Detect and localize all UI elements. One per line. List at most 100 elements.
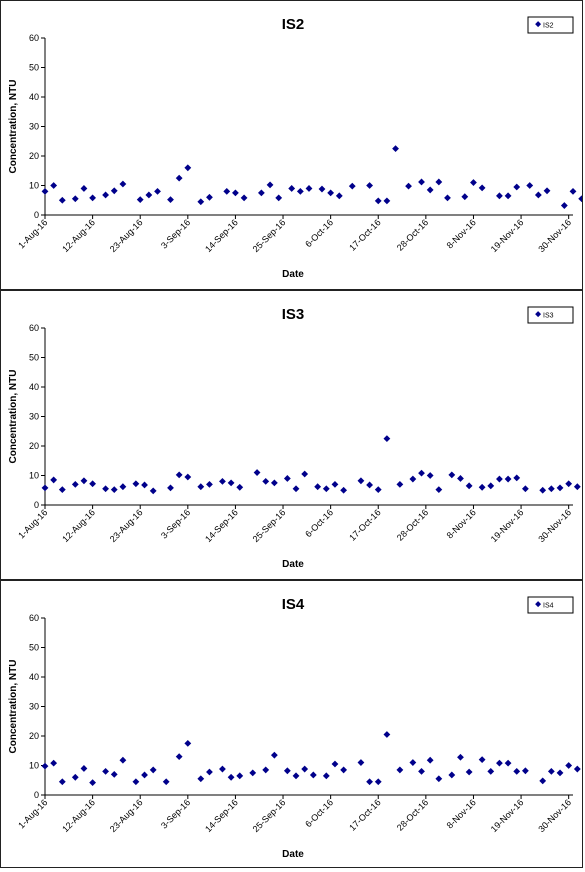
data-point: [366, 481, 373, 489]
data-point: [418, 469, 425, 477]
data-point: [141, 771, 148, 779]
data-point: [526, 182, 534, 189]
data-point: [71, 195, 79, 203]
y-tick-label: 10: [29, 761, 39, 771]
data-point: [132, 778, 140, 786]
legend: IS4: [527, 596, 574, 614]
data-point: [50, 182, 58, 189]
data-point: [366, 182, 373, 189]
data-point: [206, 768, 213, 776]
legend: IS2: [527, 16, 574, 34]
data-point: [58, 486, 66, 494]
chart-is2: IS2 0 10 20 30 40 50 60 1-Aug-16 12-Aug-16 23-Aug-…: [8, 16, 585, 280]
x-tick-label: 12-Aug-16: [60, 217, 97, 254]
y-tick-label: 0: [34, 500, 39, 510]
y-tick-label: 50: [29, 643, 39, 653]
data-point: [487, 768, 495, 775]
data-point: [409, 475, 417, 483]
data-point: [136, 196, 144, 204]
data-point: [184, 473, 192, 481]
x-tick-label: 23-Aug-16: [108, 217, 145, 254]
y-tick-label: 30: [29, 412, 39, 422]
data-point: [565, 480, 573, 488]
data-point: [547, 485, 555, 493]
chart-title: IS2: [282, 16, 305, 33]
data-point: [50, 476, 58, 484]
y-tick-label: 40: [29, 672, 39, 682]
data-point: [262, 478, 270, 485]
data-point: [102, 768, 109, 775]
data-point: [275, 194, 283, 202]
data-point: [366, 778, 373, 786]
data-point: [149, 766, 157, 774]
data-point: [249, 769, 257, 777]
data-point: [539, 777, 547, 785]
data-point: [219, 478, 226, 485]
chart-panel-is4: IS4 0 10 20 30 40 50 60 1-Aug-16 12-Aug-16 23-Aug-…: [0, 580, 583, 868]
data-point: [167, 484, 174, 492]
y-tick-label: 30: [29, 122, 39, 132]
x-tick-label: 14-Sep-16: [203, 797, 240, 834]
x-tick-label: 17-Oct-16: [347, 797, 382, 832]
data-point: [444, 194, 451, 202]
data-point: [556, 484, 564, 492]
data-point: [392, 145, 399, 153]
y-axis-title: Concentration, NTU: [8, 660, 19, 754]
data-point: [301, 765, 309, 773]
data-point: [435, 178, 443, 186]
data-point: [102, 485, 109, 493]
data-point: [253, 469, 261, 476]
data-point: [374, 778, 382, 786]
data-point: [573, 765, 581, 773]
y-tick-label: 0: [34, 790, 39, 800]
data-point: [110, 486, 118, 494]
data-point: [405, 182, 412, 190]
data-point: [409, 759, 417, 766]
x-tick-label: 3-Sep-16: [159, 217, 192, 250]
x-tick-label: 14-Sep-16: [203, 217, 240, 254]
y-tick-label: 40: [29, 92, 39, 102]
data-point: [184, 164, 192, 172]
data-point: [283, 475, 291, 482]
y-tick-label: 50: [29, 63, 39, 73]
data-point: [547, 768, 555, 775]
data-point: [496, 759, 503, 767]
x-tick-label: 19-Nov-16: [489, 797, 526, 834]
x-tick-label: 30-Nov-16: [536, 507, 573, 544]
x-tick-label: 19-Nov-16: [489, 507, 526, 544]
legend-label: IS2: [543, 23, 554, 30]
y-axis-title: Concentration, NTU: [8, 370, 19, 464]
data-point: [521, 767, 529, 775]
data-point: [513, 474, 521, 482]
data-point: [227, 773, 235, 781]
data-point: [175, 174, 183, 182]
data-point: [80, 477, 88, 485]
data-point: [340, 486, 348, 494]
data-point: [374, 197, 382, 205]
legend-label: IS4: [543, 603, 554, 610]
data-point: [262, 766, 270, 774]
x-tick-label: 25-Sep-16: [251, 507, 288, 544]
chart-title: IS4: [282, 596, 305, 613]
data-point: [487, 482, 495, 490]
data-point: [396, 766, 404, 774]
data-point: [435, 775, 443, 783]
data-point: [154, 188, 161, 195]
x-tick-label: 8-Nov-16: [445, 217, 478, 250]
data-point: [197, 775, 205, 783]
data-point: [71, 773, 79, 781]
data-point: [565, 762, 573, 769]
data-point: [58, 778, 66, 786]
legend-label: IS3: [543, 313, 554, 320]
legend: IS3: [527, 306, 574, 324]
data-point: [383, 435, 391, 443]
y-tick-label: 50: [29, 353, 39, 363]
data-point: [578, 195, 585, 203]
data-point: [89, 779, 97, 787]
x-axis-title: Date: [282, 849, 304, 860]
data-point: [521, 485, 529, 493]
data-point: [197, 198, 205, 206]
y-tick-label: 40: [29, 382, 39, 392]
y-tick-label: 20: [29, 151, 39, 161]
data-point: [496, 192, 503, 200]
